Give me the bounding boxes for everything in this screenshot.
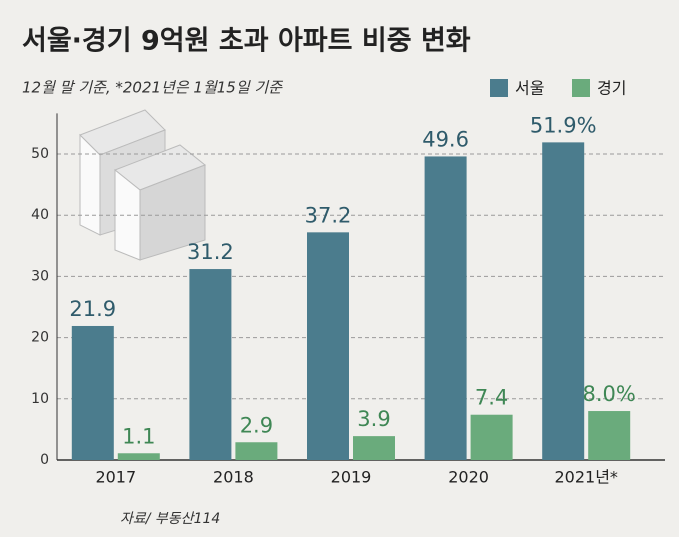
- bar: [71, 325, 114, 460]
- bar: [307, 232, 349, 460]
- legend-swatch: [490, 79, 508, 97]
- value-label: 1.1: [122, 424, 155, 448]
- value-label: 3.9: [357, 407, 390, 431]
- bar: [470, 414, 513, 460]
- source: 자료/ 부동산114: [120, 511, 220, 527]
- subtitle: 12월 말 기준, *2021년은 1월15일 기준: [22, 79, 283, 97]
- x-tick-label: 2019: [331, 468, 372, 487]
- bar: [117, 453, 160, 460]
- bar: [542, 142, 585, 460]
- value-label: 31.2: [187, 240, 234, 264]
- bar: [424, 156, 467, 460]
- y-tick-label: 40: [31, 207, 49, 223]
- legend-label: 경기: [597, 79, 626, 98]
- bar: [588, 411, 631, 460]
- y-tick-label: 50: [31, 146, 49, 162]
- x-tick-label: 2018: [213, 468, 254, 487]
- value-label: 2.9: [240, 413, 273, 437]
- value-label: 21.9: [69, 297, 116, 321]
- x-tick-label: 2017: [95, 468, 136, 487]
- y-tick-label: 30: [31, 268, 49, 284]
- value-label: 51.9%: [530, 113, 597, 137]
- bar: [189, 269, 232, 460]
- x-tick-label: 2020: [448, 468, 489, 487]
- value-label: 49.6: [422, 127, 469, 151]
- value-label: 37.2: [305, 203, 352, 227]
- value-label: 8.0%: [583, 382, 636, 406]
- bar: [235, 442, 278, 460]
- bar: [353, 436, 395, 460]
- y-tick-label: 20: [31, 330, 49, 346]
- legend-swatch: [572, 79, 590, 97]
- y-tick-label: 10: [31, 391, 49, 407]
- legend-label: 서울: [515, 79, 544, 98]
- chart-title: 서울·경기 9억원 초과 아파트 비중 변화: [22, 26, 471, 57]
- y-tick-label: 0: [40, 452, 49, 468]
- x-tick-label: 2021년*: [554, 468, 617, 487]
- value-label: 7.4: [475, 386, 508, 410]
